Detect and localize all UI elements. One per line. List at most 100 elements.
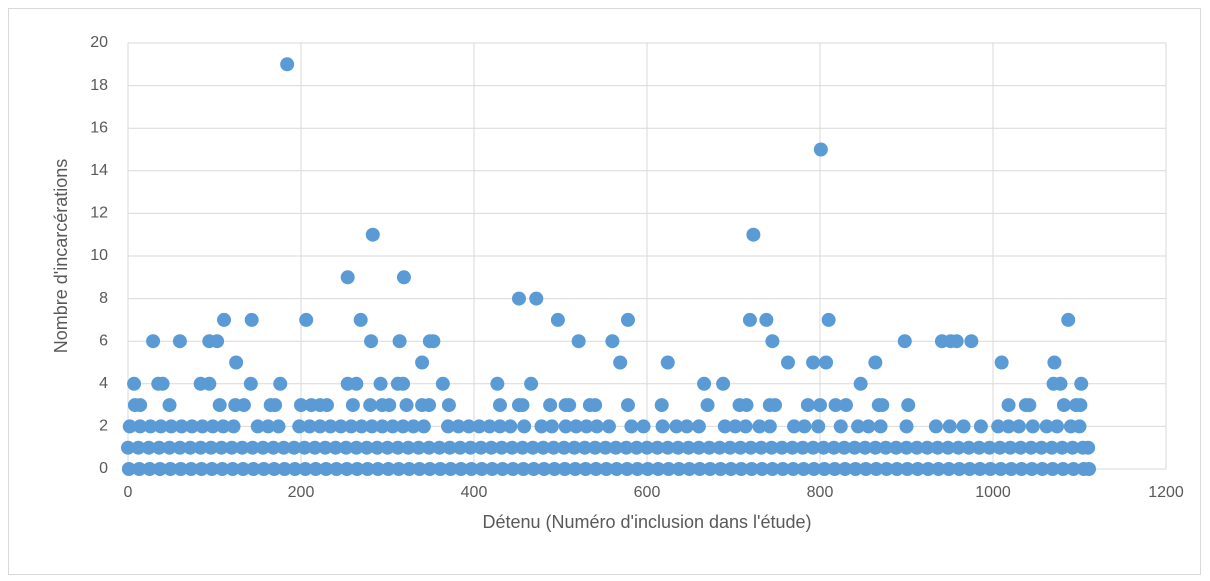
point: [568, 462, 583, 476]
point: [742, 312, 757, 327]
point: [651, 462, 666, 476]
point: [928, 419, 943, 434]
point: [492, 419, 507, 434]
point: [806, 355, 821, 370]
point: [900, 462, 915, 476]
point: [1011, 419, 1026, 434]
point: [660, 440, 675, 455]
point: [271, 419, 286, 434]
point: [734, 462, 749, 476]
point: [435, 376, 450, 391]
point: [869, 462, 884, 476]
point: [813, 398, 827, 413]
point: [391, 462, 406, 476]
point: [640, 440, 654, 455]
point: [365, 227, 380, 242]
point: [754, 440, 769, 455]
point: [214, 440, 229, 455]
point: [1045, 462, 1060, 476]
point: [184, 462, 199, 476]
x-tick-label: 800: [807, 484, 834, 501]
point: [819, 355, 834, 370]
point: [624, 419, 639, 434]
point: [511, 291, 526, 306]
point: [174, 419, 189, 434]
point: [608, 440, 623, 455]
point: [716, 376, 731, 391]
point: [329, 462, 344, 476]
point: [599, 462, 614, 476]
point: [941, 440, 956, 455]
point: [370, 440, 385, 455]
point: [813, 142, 828, 157]
point: [660, 355, 675, 370]
point: [194, 462, 209, 476]
point: [920, 440, 935, 455]
point: [837, 440, 852, 455]
point: [655, 419, 670, 434]
point: [216, 419, 231, 434]
point: [339, 462, 354, 476]
point: [349, 376, 364, 391]
point: [141, 440, 156, 455]
point: [931, 462, 946, 476]
point: [636, 419, 651, 434]
point: [1066, 462, 1081, 476]
point: [562, 398, 577, 413]
point: [267, 462, 282, 476]
point: [454, 462, 469, 476]
point: [838, 398, 853, 413]
point: [298, 462, 313, 476]
point: [992, 440, 1007, 455]
point: [250, 419, 265, 434]
point: [738, 419, 753, 434]
point: [464, 462, 479, 476]
point: [589, 419, 604, 434]
point: [131, 440, 146, 455]
point: [245, 440, 260, 455]
point: [396, 419, 411, 434]
x-tick-label: 200: [288, 484, 315, 501]
point: [1056, 398, 1071, 413]
point: [605, 334, 620, 349]
point: [556, 440, 571, 455]
point: [889, 462, 904, 476]
point: [921, 462, 936, 476]
point: [217, 312, 232, 327]
point: [620, 462, 635, 476]
point: [739, 398, 754, 413]
point: [411, 440, 426, 455]
point: [463, 440, 478, 455]
point: [143, 419, 158, 434]
point: [163, 462, 178, 476]
point: [1001, 419, 1016, 434]
point: [679, 419, 694, 434]
point: [786, 462, 801, 476]
point: [899, 440, 914, 455]
y-tick-label: 12: [90, 205, 108, 222]
point: [577, 440, 592, 455]
point: [505, 462, 520, 476]
point: [700, 398, 715, 413]
point: [550, 312, 565, 327]
point: [485, 462, 500, 476]
point: [640, 462, 655, 476]
point: [261, 419, 276, 434]
point: [195, 419, 210, 434]
point: [183, 440, 198, 455]
point: [406, 419, 421, 434]
point: [422, 440, 437, 455]
y-tick-label: 0: [99, 460, 108, 477]
point: [127, 376, 142, 391]
point: [733, 440, 748, 455]
point: [121, 440, 135, 455]
point: [236, 398, 251, 413]
x-axis-title: Détenu (Numéro d'inclusion dans l'étude): [482, 512, 811, 532]
point: [524, 376, 539, 391]
point: [344, 419, 359, 434]
point: [861, 419, 876, 434]
point: [121, 462, 136, 476]
point: [287, 440, 302, 455]
point: [1061, 312, 1076, 327]
point: [764, 440, 779, 455]
